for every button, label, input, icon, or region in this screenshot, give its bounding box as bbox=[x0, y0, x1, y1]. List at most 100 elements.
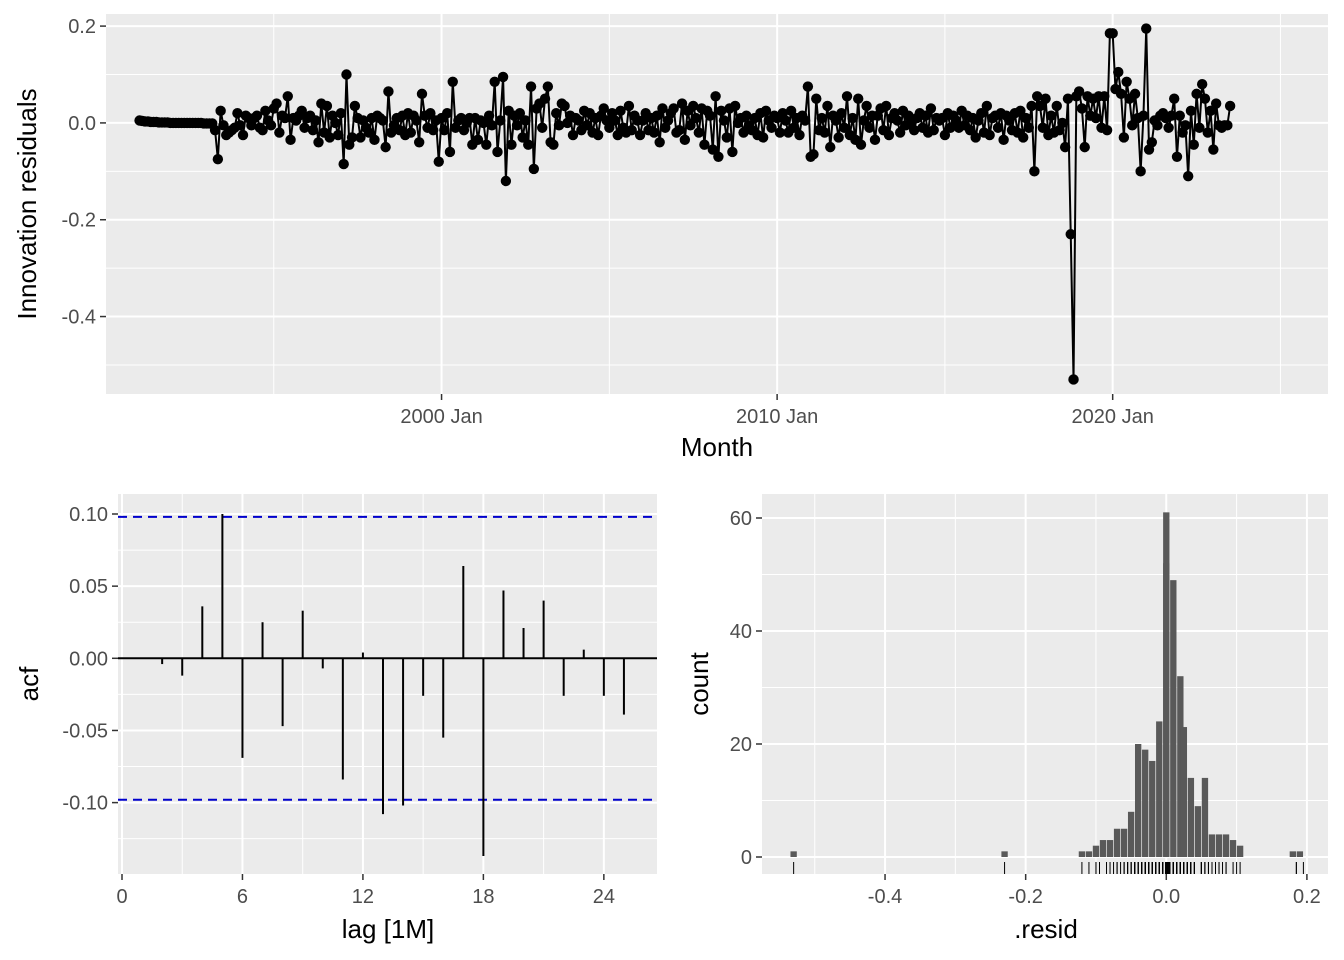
residual-point bbox=[634, 129, 646, 141]
residual-point bbox=[825, 141, 836, 153]
residual-point bbox=[1208, 144, 1219, 155]
acf-x-tick-label: 18 bbox=[472, 886, 494, 908]
residual-point bbox=[523, 139, 534, 150]
histogram-bar bbox=[1163, 512, 1170, 857]
residual-point bbox=[1029, 166, 1040, 177]
residual-point bbox=[612, 129, 623, 141]
residual-point bbox=[785, 105, 797, 117]
residual-point bbox=[500, 175, 512, 187]
residual-point bbox=[528, 163, 540, 175]
residual-point bbox=[478, 117, 489, 129]
histogram-x-tick-label: -0.2 bbox=[1008, 886, 1042, 908]
residuals-x-tick-label: 2020 Jan bbox=[1072, 406, 1154, 428]
histogram-y-tick-label: 40 bbox=[730, 621, 752, 643]
residual-point bbox=[441, 108, 453, 119]
histogram-bar bbox=[1289, 851, 1297, 857]
residual-point bbox=[573, 115, 584, 126]
histogram-bar bbox=[1296, 851, 1304, 857]
residual-point bbox=[542, 81, 554, 92]
residual-point bbox=[718, 115, 730, 126]
residual-point bbox=[282, 91, 293, 102]
acf-plot-background bbox=[118, 494, 657, 874]
residual-point bbox=[1194, 122, 1205, 133]
residual-point bbox=[472, 134, 484, 146]
residual-point bbox=[447, 76, 458, 87]
histogram-bar bbox=[1120, 828, 1128, 857]
histogram-bar bbox=[1170, 580, 1177, 857]
residual-point bbox=[976, 108, 987, 119]
residual-point bbox=[581, 120, 593, 131]
residual-point bbox=[1079, 141, 1090, 153]
histogram-bar bbox=[1092, 845, 1100, 857]
residuals-y-tick-label: -0.4 bbox=[62, 307, 96, 329]
residual-point bbox=[551, 108, 562, 119]
histogram-bar bbox=[1099, 840, 1107, 857]
residual-point bbox=[945, 122, 956, 133]
residual-point bbox=[1034, 100, 1046, 112]
acf-y-tick-label: 0.05 bbox=[69, 576, 108, 598]
residual-point bbox=[212, 154, 224, 165]
residual-point bbox=[265, 120, 277, 131]
residual-point bbox=[1090, 112, 1102, 124]
residual-point bbox=[880, 100, 892, 112]
residual-point bbox=[1023, 122, 1034, 133]
residual-point bbox=[964, 124, 976, 136]
residual-point bbox=[296, 105, 307, 117]
residual-point bbox=[310, 115, 321, 126]
residual-point bbox=[654, 137, 665, 148]
residual-point bbox=[1185, 105, 1197, 117]
residual-point bbox=[346, 132, 358, 143]
residual-point bbox=[520, 115, 531, 126]
acf-spikes bbox=[161, 514, 625, 856]
residual-point bbox=[799, 115, 811, 126]
residual-point bbox=[1182, 170, 1194, 182]
residual-point bbox=[841, 91, 853, 102]
residual-point bbox=[1129, 88, 1141, 100]
histogram-bar bbox=[1106, 840, 1114, 857]
histogram-bar bbox=[1085, 851, 1093, 857]
residual-point bbox=[1121, 76, 1132, 87]
residual-point bbox=[615, 105, 626, 117]
residuals-y-tick-label: -0.2 bbox=[62, 210, 96, 232]
residual-point bbox=[819, 127, 830, 138]
residual-point bbox=[1146, 137, 1158, 148]
residual-point bbox=[218, 120, 229, 131]
residual-point bbox=[1099, 91, 1110, 102]
residual-point bbox=[830, 115, 842, 126]
histogram-bar bbox=[1229, 840, 1237, 857]
residual-point bbox=[727, 146, 738, 158]
residual-point bbox=[688, 100, 699, 112]
residual-point bbox=[794, 129, 805, 141]
histogram-bar bbox=[1142, 749, 1149, 857]
residual-point bbox=[324, 132, 335, 143]
histogram-bar bbox=[1113, 828, 1121, 857]
residual-point bbox=[808, 149, 819, 160]
residual-point bbox=[1040, 93, 1051, 104]
residual-point bbox=[1101, 124, 1113, 136]
residual-point bbox=[425, 108, 436, 119]
residual-point bbox=[1031, 91, 1043, 102]
residual-point bbox=[760, 105, 772, 117]
residual-point bbox=[1141, 23, 1152, 34]
residual-point bbox=[802, 81, 814, 92]
residual-point bbox=[321, 100, 333, 112]
acf-y-axis: 0.10 0.05 0.00 -0.05 -0.10 bbox=[62, 504, 118, 815]
residual-point bbox=[715, 105, 727, 117]
residual-point bbox=[235, 120, 246, 131]
residual-point bbox=[847, 112, 858, 124]
residual-point bbox=[710, 91, 721, 102]
residual-point bbox=[1051, 100, 1062, 112]
residual-point bbox=[738, 127, 749, 138]
residual-point bbox=[307, 124, 319, 136]
residual-point bbox=[721, 132, 732, 143]
histogram-bar bbox=[1149, 760, 1156, 857]
residual-point bbox=[1037, 122, 1048, 133]
residual-point bbox=[427, 124, 439, 136]
acf-x-tick-label: 12 bbox=[352, 886, 374, 908]
residuals-y-axis: 0.2 0.0 -0.2 -0.4 bbox=[62, 16, 106, 329]
acf-y-axis-title: acf bbox=[14, 666, 44, 701]
histogram-y-tick-label: 0 bbox=[741, 847, 752, 869]
residual-point bbox=[439, 124, 450, 136]
histogram-bar bbox=[1156, 721, 1163, 857]
residual-point bbox=[1210, 98, 1222, 109]
